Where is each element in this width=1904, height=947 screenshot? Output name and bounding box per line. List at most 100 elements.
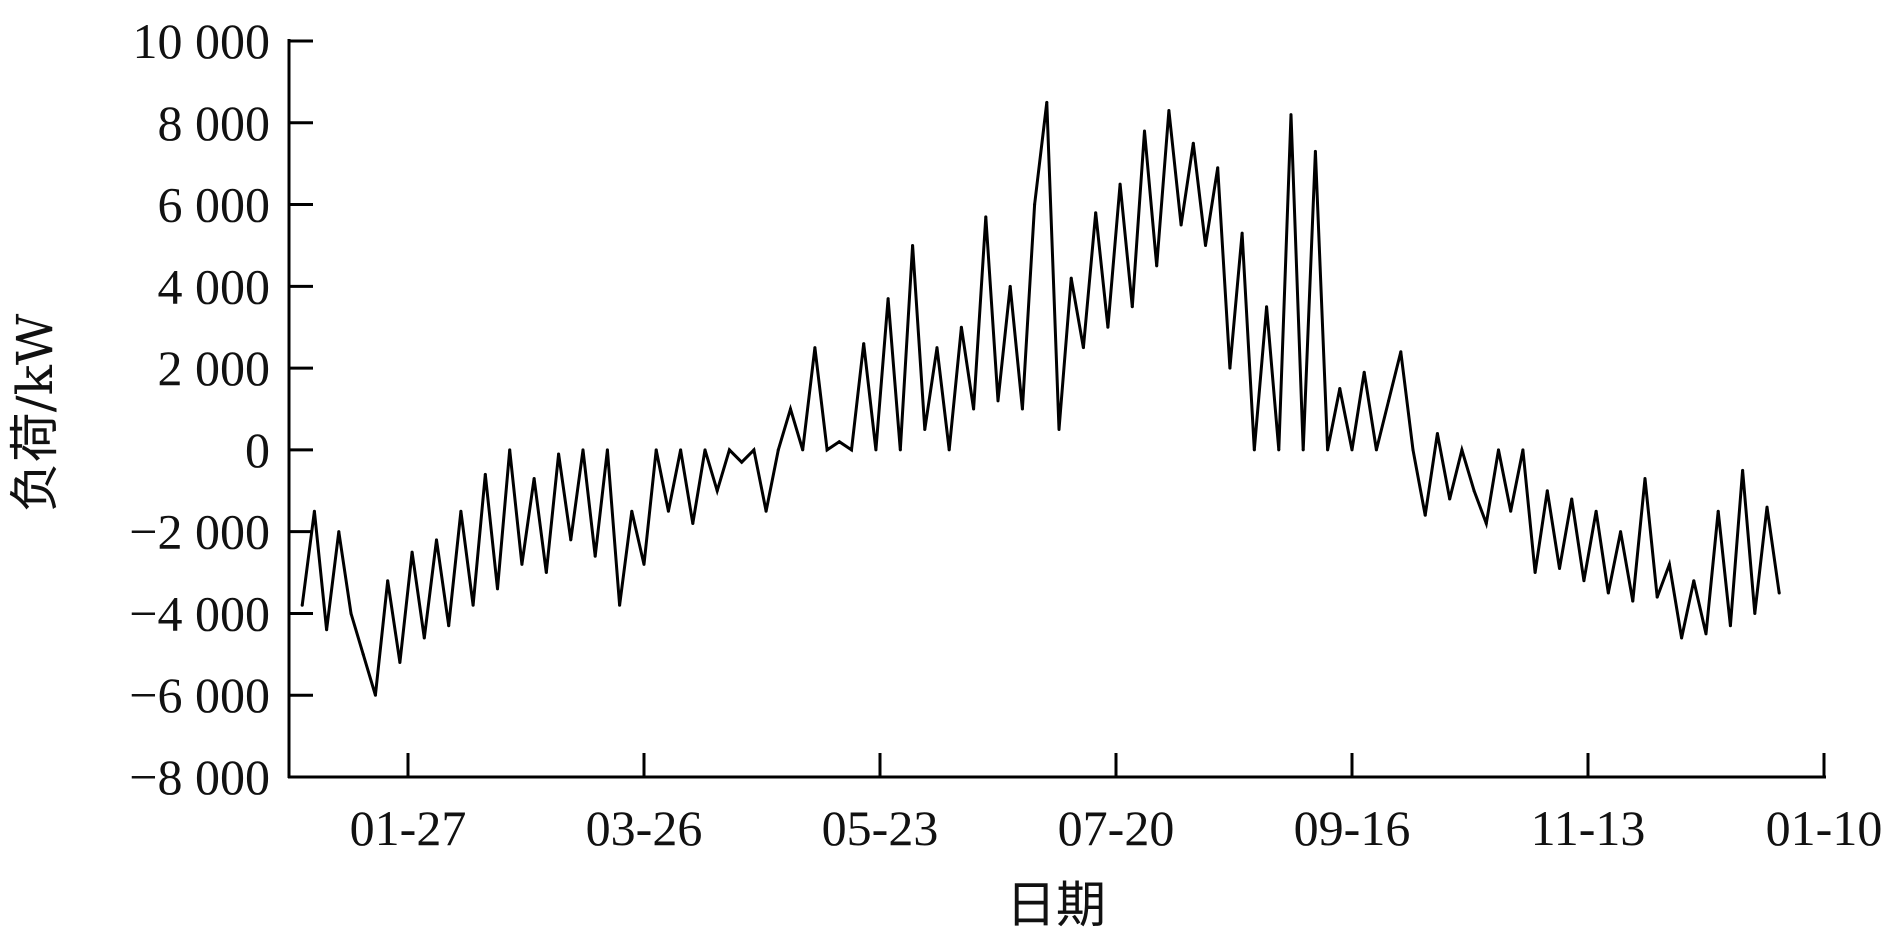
data-point — [361, 652, 365, 656]
data-point — [715, 489, 719, 493]
data-point — [1326, 448, 1330, 452]
data-point — [1716, 509, 1720, 513]
data-point — [1155, 264, 1159, 268]
data-point — [1252, 448, 1256, 452]
data-point — [1680, 636, 1684, 640]
data-point — [349, 611, 353, 615]
y-axis: 10 000 8 000 6 000 4 000 2 000 0 −2 000 −4 000 −… — [129, 13, 313, 805]
data-point — [312, 509, 316, 513]
data-point — [1533, 571, 1537, 575]
data-point — [959, 325, 963, 329]
data-point — [593, 554, 597, 558]
x-axis-title: 日期 — [1006, 876, 1106, 934]
y-tick-label: −2 000 — [129, 504, 270, 560]
data-point — [1130, 305, 1134, 309]
data-point — [434, 538, 438, 542]
data-point — [1081, 346, 1085, 350]
data-point — [874, 448, 878, 452]
data-point — [1216, 166, 1220, 170]
data-point — [1435, 432, 1439, 436]
data-point — [703, 448, 707, 452]
data-point — [862, 342, 866, 346]
data-point — [1118, 182, 1122, 186]
data-point — [1704, 632, 1708, 636]
data-point — [1777, 591, 1781, 595]
data-point — [1399, 350, 1403, 354]
x-tick-label: 11-13 — [1531, 800, 1646, 856]
data-point — [1753, 611, 1757, 615]
y-tick-label: −6 000 — [129, 667, 270, 723]
data-point — [1338, 387, 1342, 391]
x-tick-label: 01-27 — [350, 800, 467, 856]
data-point — [752, 448, 756, 452]
data-point — [1362, 370, 1366, 374]
data-point — [1106, 325, 1110, 329]
y-tick-label: 10 000 — [133, 13, 271, 69]
data-point — [300, 603, 304, 607]
data-point — [1265, 305, 1269, 309]
data-point — [618, 603, 622, 607]
data-point — [1350, 448, 1354, 452]
data-point — [1240, 231, 1244, 235]
data-point — [996, 399, 1000, 403]
data-point — [776, 448, 780, 452]
data-point — [1509, 509, 1513, 513]
data-point — [459, 509, 463, 513]
data-point — [1448, 497, 1452, 501]
data-point — [850, 448, 854, 452]
data-point — [947, 448, 951, 452]
data-point — [935, 346, 939, 350]
x-tick-label: 03-26 — [586, 800, 703, 856]
y-tick-label: 6 000 — [158, 177, 271, 233]
y-tick-label: 8 000 — [158, 95, 271, 151]
data-point — [1094, 211, 1098, 215]
data-point — [581, 448, 585, 452]
data-point — [373, 693, 377, 697]
data-point — [496, 587, 500, 591]
data-point — [837, 440, 841, 444]
series-group — [300, 100, 1781, 697]
data-point — [1204, 243, 1208, 247]
data-point — [1606, 591, 1610, 595]
data-point — [325, 628, 329, 632]
data-point — [1387, 399, 1391, 403]
data-point — [1045, 100, 1049, 104]
data-point — [1228, 366, 1232, 370]
data-point — [1289, 113, 1293, 117]
data-point — [569, 538, 573, 542]
data-point — [410, 550, 414, 554]
data-point — [1179, 223, 1183, 227]
data-point — [1484, 521, 1488, 525]
data-point — [1069, 276, 1073, 280]
data-point — [557, 452, 561, 456]
data-point — [483, 472, 487, 476]
data-point — [1643, 477, 1647, 481]
y-tick-label: 4 000 — [158, 258, 271, 314]
data-point — [1728, 624, 1732, 628]
data-point — [911, 243, 915, 247]
data-point — [1667, 562, 1671, 566]
data-point — [422, 636, 426, 640]
x-axis: 01-27 03-26 05-23 07-20 09-16 11-13 01-10 — [350, 753, 1882, 856]
data-point — [1765, 505, 1769, 509]
data-point — [666, 509, 670, 513]
y-tick-label: −8 000 — [129, 749, 270, 805]
data-point — [1191, 141, 1195, 145]
data-point — [813, 346, 817, 350]
data-point — [1167, 109, 1171, 113]
data-point — [1570, 497, 1574, 501]
series-line — [300, 102, 1781, 696]
data-point — [727, 448, 731, 452]
data-point — [630, 509, 634, 513]
data-point — [1374, 448, 1378, 452]
data-point — [1020, 407, 1024, 411]
y-tick-label: 0 — [245, 422, 270, 478]
data-point — [788, 407, 792, 411]
data-point — [654, 448, 658, 452]
data-point — [1313, 149, 1317, 153]
data-point — [642, 562, 646, 566]
data-point — [898, 448, 902, 452]
data-point — [764, 509, 768, 513]
data-point — [679, 448, 683, 452]
